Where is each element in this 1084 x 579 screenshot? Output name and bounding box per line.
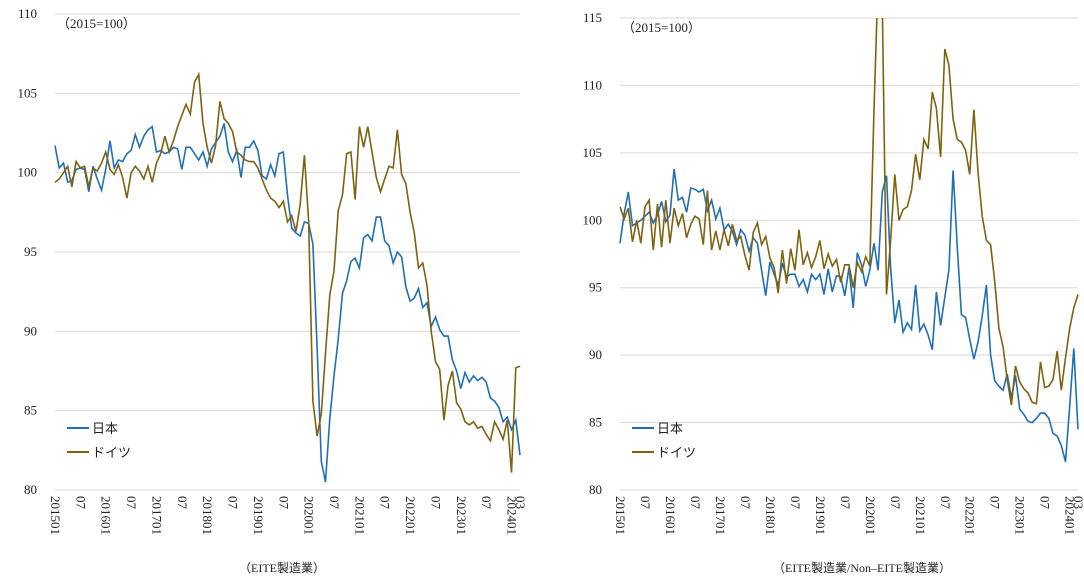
y-tick-label: 100 — [18, 165, 38, 180]
subtitle: （2015=100） — [57, 16, 136, 31]
x-tick-label: 07 — [938, 496, 953, 510]
y-tick-label: 80 — [589, 482, 602, 497]
y-tick-label: 110 — [18, 6, 37, 21]
y-tick-label: 95 — [24, 244, 37, 259]
y-tick-label: 95 — [589, 280, 602, 295]
x-tick-label: 201801 — [200, 496, 215, 535]
x-tick-label: 201501 — [613, 496, 628, 535]
y-tick-label: 90 — [24, 323, 37, 338]
y-tick-label: 85 — [24, 403, 37, 418]
y-tick-label: 105 — [18, 85, 38, 100]
y-tick-label: 80 — [24, 482, 37, 497]
x-tick-label: 07 — [226, 496, 241, 510]
data-line — [54, 123, 521, 483]
y-tick-label: 110 — [583, 77, 602, 92]
x-tick-label: 201801 — [763, 496, 778, 535]
x-tick-label: 07 — [73, 496, 88, 510]
x-tick-label: 07 — [688, 496, 703, 510]
x-tick-label: 202401 — [505, 496, 520, 535]
data-line — [619, 18, 1079, 406]
x-tick-label: 202001 — [863, 496, 878, 535]
x-tick-label: 202201 — [403, 496, 418, 535]
x-tick-label: 07 — [428, 496, 443, 510]
x-tick-label: 202001 — [302, 496, 317, 535]
x-tick-label: 07 — [638, 496, 653, 510]
y-tick-label: 90 — [589, 347, 602, 362]
x-tick-label: 201901 — [813, 496, 828, 535]
y-tick-label: 85 — [589, 415, 602, 430]
legend-label: 日本 — [92, 421, 118, 436]
x-tick-label: 201901 — [251, 496, 266, 535]
subtitle: （2015=100） — [622, 20, 701, 35]
caption: （EITE製造業） — [239, 561, 325, 575]
chart-panel: 80 85 90 95 100 105 110 115 201501 07 201601 07 2017… — [583, 10, 1084, 575]
legend-label: 日本 — [657, 421, 683, 436]
x-tick-label: 07 — [888, 496, 903, 510]
caption: （EITE製造業/Non–EITE製造業） — [773, 561, 951, 575]
x-tick-label: 07 — [788, 496, 803, 510]
x-tick-label: 07 — [175, 496, 190, 510]
x-tick-label: 202101 — [352, 496, 367, 535]
x-tick-label: 201601 — [99, 496, 114, 535]
x-tick-label: 202301 — [1013, 496, 1028, 535]
x-tick-label: 201701 — [149, 496, 164, 535]
x-tick-label: 07 — [378, 496, 393, 510]
legend-label: ドイツ — [92, 445, 131, 460]
x-tick-label: 07 — [479, 496, 494, 510]
x-tick-label: 201601 — [663, 496, 678, 535]
x-tick-label: 201501 — [48, 496, 63, 535]
x-tick-label: 201701 — [713, 496, 728, 535]
x-tick-label: 07 — [124, 496, 139, 510]
x-tick-label: 202101 — [913, 496, 928, 535]
x-tick-label: 07 — [1038, 496, 1053, 510]
x-tick-label: 03 — [513, 496, 528, 509]
data-line — [54, 71, 521, 473]
x-tick-label: 03 — [1071, 496, 1084, 509]
x-tick-label: 07 — [327, 496, 342, 510]
x-tick-label: 07 — [276, 496, 291, 510]
y-tick-label: 105 — [583, 145, 603, 160]
x-tick-label: 202301 — [454, 496, 469, 535]
y-tick-label: 100 — [583, 212, 603, 227]
x-tick-label: 07 — [838, 496, 853, 510]
y-tick-label: 115 — [583, 10, 602, 25]
data-line — [619, 168, 1079, 462]
x-tick-label: 202201 — [963, 496, 978, 535]
legend-label: ドイツ — [657, 445, 696, 460]
chart-panel: 80 85 90 95 100 105 110 201501 07 201601 07 201701 0… — [18, 6, 529, 575]
x-tick-label: 07 — [738, 496, 753, 510]
x-tick-label: 202401 — [1063, 496, 1078, 535]
x-tick-label: 07 — [988, 496, 1003, 510]
